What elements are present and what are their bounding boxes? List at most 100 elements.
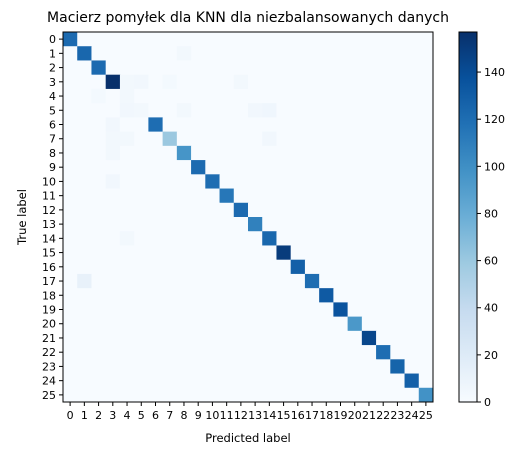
heatmap-cell [290, 302, 306, 318]
heatmap-cell [91, 202, 107, 218]
heatmap-cell [77, 174, 92, 189]
heatmap-cell [91, 32, 107, 47]
heatmap-cell [219, 330, 235, 346]
heatmap-cell [77, 32, 92, 47]
heatmap-cell [148, 245, 164, 261]
heatmap-cell [77, 387, 92, 403]
heatmap-cell [205, 131, 220, 147]
heatmap-cell [404, 245, 420, 261]
heatmap-cell [91, 174, 107, 189]
heatmap-cell [404, 74, 420, 90]
heatmap-cell [233, 288, 249, 303]
heatmap-cell [77, 245, 92, 261]
heatmap-cell [191, 359, 206, 374]
y-tick-label: 5 [49, 104, 56, 117]
heatmap-cell [233, 46, 249, 61]
heatmap-cell [290, 131, 306, 147]
heatmap-cell [162, 288, 178, 303]
heatmap-cell [347, 273, 363, 289]
x-tick-label: 6 [152, 409, 159, 422]
heatmap-cell [390, 387, 405, 403]
heatmap-cell [191, 32, 206, 47]
heatmap-cell [91, 217, 107, 232]
heatmap-cell [162, 117, 178, 133]
heatmap-cell [205, 46, 220, 61]
heatmap-cell [290, 231, 306, 246]
heatmap-cell [91, 188, 107, 204]
heatmap-cell [191, 174, 206, 189]
heatmap-cell [404, 345, 420, 360]
heatmap-cell [418, 345, 434, 360]
heatmap-cell [91, 60, 107, 76]
heatmap-cell [262, 103, 277, 118]
heatmap-cell [418, 131, 434, 147]
heatmap-cell [162, 131, 178, 147]
heatmap-cell [233, 273, 249, 289]
heatmap-cell [91, 373, 107, 389]
heatmap-cell [304, 202, 320, 218]
heatmap-cell [233, 359, 249, 374]
heatmap-cell [404, 160, 420, 175]
heatmap-cell [361, 160, 377, 175]
heatmap-cell [105, 60, 121, 76]
heatmap-cell [105, 330, 121, 346]
heatmap-cell [418, 160, 434, 175]
heatmap-cell [390, 32, 405, 47]
colorbar-tick-label: 100 [484, 160, 505, 173]
heatmap-cell [276, 117, 292, 133]
heatmap-cell [290, 46, 306, 61]
heatmap-cell [63, 330, 78, 346]
heatmap-cell [148, 217, 164, 232]
heatmap-cell [134, 273, 149, 289]
heatmap-cell [205, 330, 220, 346]
heatmap-cell [134, 103, 149, 118]
heatmap-cell [347, 345, 363, 360]
heatmap-cell [404, 131, 420, 147]
heatmap-cell [333, 117, 349, 133]
heatmap-cell [418, 288, 434, 303]
heatmap-cell [248, 245, 263, 261]
y-tick-label: 22 [42, 346, 56, 359]
heatmap-cell [304, 145, 320, 161]
heatmap-cell [248, 160, 263, 175]
y-tick-label: 9 [49, 161, 56, 174]
heatmap-cell [390, 288, 405, 303]
heatmap-cell [276, 245, 292, 261]
heatmap-cell [390, 160, 405, 175]
x-tick-label: 13 [248, 409, 262, 422]
heatmap-cell [91, 359, 107, 374]
heatmap-cell [276, 217, 292, 232]
heatmap-cell [361, 88, 377, 104]
heatmap-cell [91, 145, 107, 161]
heatmap-cell [77, 117, 92, 133]
heatmap-cell [361, 387, 377, 403]
heatmap-cell [134, 231, 149, 246]
heatmap-cell [347, 74, 363, 90]
heatmap-cell [148, 373, 164, 389]
heatmap-cell [347, 373, 363, 389]
heatmap-cell [119, 273, 135, 289]
heatmap-cell [390, 131, 405, 147]
heatmap-cell [319, 74, 334, 90]
heatmap-cell [290, 373, 306, 389]
heatmap-cell [205, 373, 220, 389]
heatmap-cell [233, 217, 249, 232]
heatmap-cell [333, 316, 349, 332]
heatmap-cell [205, 359, 220, 374]
heatmap-cell [63, 288, 78, 303]
heatmap-cell [390, 345, 405, 360]
heatmap-cell [63, 117, 78, 133]
heatmap-cell [361, 259, 377, 275]
heatmap-cell [333, 188, 349, 204]
heatmap-cell [304, 117, 320, 133]
heatmap-cell [63, 32, 78, 47]
heatmap-cell [276, 273, 292, 289]
heatmap-cell [134, 32, 149, 47]
heatmap-cell [219, 188, 235, 204]
heatmap-cell [319, 103, 334, 118]
heatmap-cell [176, 103, 192, 118]
heatmap-frame [62, 31, 434, 403]
heatmap-cell [347, 60, 363, 76]
heatmap-cell [390, 188, 405, 204]
heatmap-cell [219, 359, 235, 374]
